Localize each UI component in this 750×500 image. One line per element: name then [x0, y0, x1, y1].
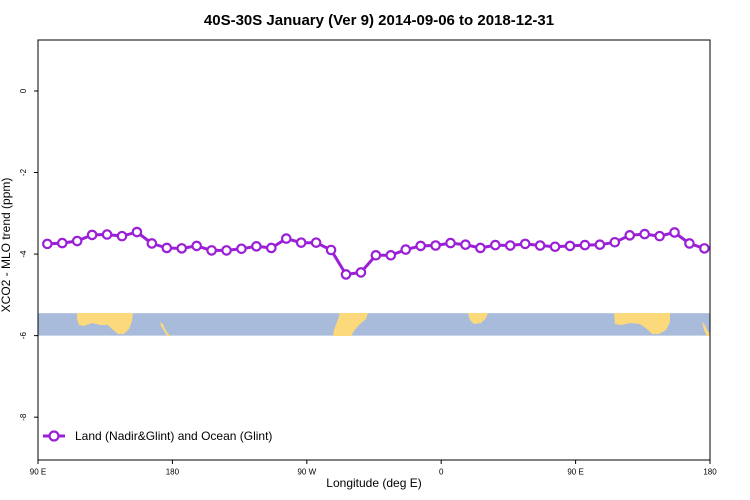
data-point — [669, 227, 680, 238]
y-tick-label: -8 — [19, 413, 28, 421]
data-point — [71, 235, 83, 247]
land-australia-east — [614, 313, 670, 334]
data-point — [310, 237, 322, 248]
data-point — [519, 238, 531, 250]
data-point — [549, 241, 561, 253]
data-point — [699, 243, 710, 254]
x-tick-label: 180 — [703, 468, 717, 477]
y-axis-label: XCO2 - MLO trend (ppm) — [0, 178, 13, 313]
y-tick-label: 0 — [19, 88, 28, 93]
data-point — [460, 239, 471, 250]
data-point — [280, 233, 292, 244]
data-point — [86, 229, 98, 241]
legend: Land (Nadir&Glint) and Ocean (Glint) — [43, 429, 272, 443]
data-point — [654, 230, 665, 242]
data-point — [116, 230, 128, 242]
series-points — [42, 226, 710, 280]
x-tick-label: 0 — [439, 468, 444, 477]
y-tick-label: -4 — [19, 250, 28, 258]
data-point — [56, 237, 68, 249]
data-point — [594, 239, 606, 250]
x-tick-label: 180 — [166, 468, 180, 477]
land-new-zealand-east — [702, 322, 710, 336]
data-point — [504, 240, 516, 251]
land-africa — [468, 313, 488, 324]
data-point — [131, 226, 143, 238]
land-new-zealand — [160, 322, 171, 336]
data-point — [340, 269, 352, 280]
plot-area — [38, 226, 710, 336]
data-point — [579, 239, 591, 251]
chart-title: 40S-30S January (Ver 9) 2014-09-06 to 20… — [204, 12, 554, 29]
data-point — [295, 237, 307, 248]
data-point — [475, 242, 486, 254]
legend-label: Land (Nadir&Glint) and Ocean (Glint) — [75, 429, 272, 443]
data-point — [251, 241, 262, 252]
land-australia — [77, 313, 133, 334]
data-point — [42, 238, 53, 250]
data-point — [564, 240, 576, 252]
data-point — [684, 238, 695, 249]
legend-marker — [48, 430, 60, 442]
data-point — [176, 243, 188, 254]
data-point — [146, 238, 158, 249]
x-tick-label: 90 E — [567, 468, 583, 477]
y-axis: 0 -2 -4 -6 -8 — [19, 88, 38, 421]
ocean-band — [38, 313, 710, 336]
data-point — [430, 240, 441, 251]
data-point — [101, 229, 113, 240]
data-point — [400, 244, 412, 255]
data-point — [236, 243, 247, 255]
land-south-america — [333, 313, 368, 336]
world-map-band — [38, 313, 710, 336]
y-tick-label: -2 — [19, 168, 28, 176]
data-point — [385, 250, 397, 261]
x-tick-label: 90 E — [30, 468, 46, 477]
data-point — [191, 240, 202, 252]
data-point — [266, 242, 277, 254]
data-point — [534, 240, 546, 251]
data-point — [325, 244, 337, 256]
x-axis: 90 E 180 90 W 0 90 E 180 — [30, 460, 717, 477]
plot-frame — [37, 39, 711, 461]
data-point — [490, 239, 501, 251]
data-point — [639, 228, 650, 240]
data-point — [415, 240, 426, 252]
data-point — [221, 245, 232, 256]
data-point — [206, 245, 217, 256]
y-tick-label: -6 — [19, 332, 28, 340]
data-point — [609, 236, 621, 248]
data-point — [624, 230, 636, 241]
land-masses — [77, 313, 710, 336]
data-point — [355, 267, 367, 278]
data-point — [445, 237, 456, 249]
data-point — [161, 242, 173, 254]
x-tick-label: 90 W — [297, 468, 316, 477]
x-axis-label: Longitude (deg E) — [326, 476, 421, 490]
data-point — [370, 250, 382, 261]
